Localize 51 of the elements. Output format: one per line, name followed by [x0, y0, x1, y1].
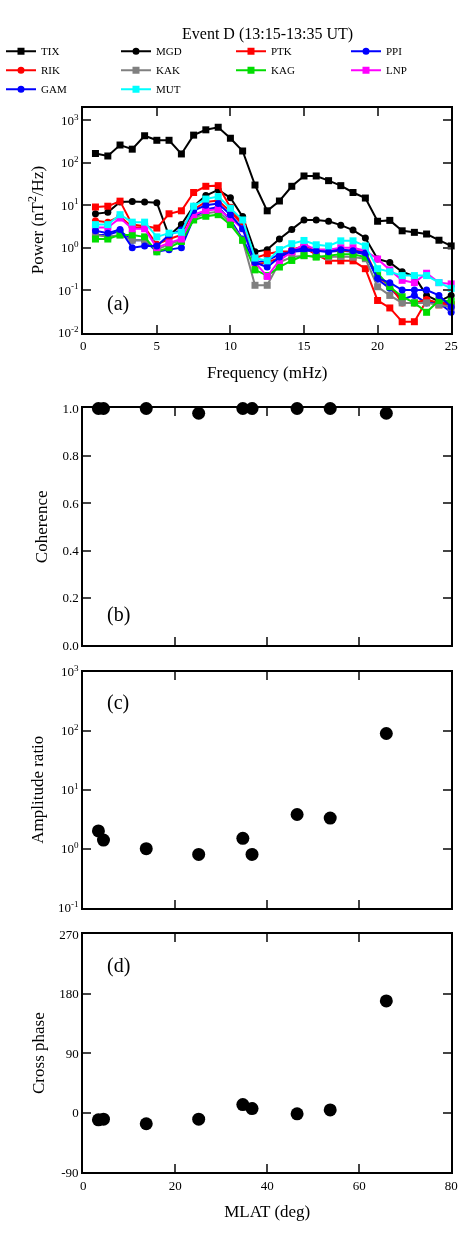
- y-tick-label: 10$^{0}$: [61, 238, 80, 256]
- annotation: (d): [107, 954, 131, 977]
- y-tick-label: 1.0: [62, 401, 79, 417]
- y-axis-title: Amplitude ratio: [28, 735, 48, 844]
- chart-title: Event D (13:15-13:35 UT): [182, 25, 354, 43]
- x-axis-title: Frequency (mHz): [207, 363, 328, 383]
- y-tick-label: 10$^{-1}$: [58, 898, 79, 916]
- legend-label: LNP: [386, 64, 407, 77]
- y-tick-label: 10$^{3}$: [61, 111, 80, 128]
- legend-label: MUT: [156, 83, 181, 96]
- x-tick-label: 25: [444, 338, 458, 354]
- legend-label: RIK: [41, 64, 60, 77]
- legend-label: GAM: [41, 83, 67, 96]
- x-tick-label: 20: [371, 338, 385, 354]
- legend-label: PTK: [271, 45, 292, 58]
- x-tick-label: 80: [444, 1177, 458, 1193]
- y-tick-label: 0.0: [62, 637, 79, 653]
- x-tick-label: 40: [260, 1177, 274, 1193]
- y-axis-title: Cross phase: [29, 1012, 49, 1094]
- y-tick-label: 180: [59, 986, 79, 1002]
- x-axis-title: MLAT (deg): [224, 1202, 311, 1222]
- y-axis-title: Coherence: [32, 490, 52, 564]
- annotation: (c): [107, 691, 130, 714]
- y-tick-label: 0: [72, 1105, 79, 1121]
- y-tick-label: 10$^{3}$: [61, 662, 80, 680]
- legend-label: TIX: [41, 45, 60, 58]
- y-tick-label: 10$^{2}$: [61, 721, 80, 739]
- y-tick-label: 10$^{2}$: [61, 153, 80, 171]
- y-tick-label: 10$^{-1}$: [58, 281, 79, 298]
- y-tick-label: -90: [61, 1164, 79, 1180]
- legend-label: KAK: [156, 64, 180, 77]
- x-tick-label: 5: [153, 338, 161, 354]
- y-tick-label: 0.6: [62, 495, 80, 511]
- x-tick-label: 10: [223, 338, 237, 354]
- y-tick-label: 0.4: [62, 543, 80, 559]
- annotation: (a): [107, 292, 130, 315]
- y-tick-label: 10$^{-2}$: [58, 323, 80, 341]
- annotation: (b): [107, 603, 131, 626]
- y-tick-label: 10$^{1}$: [61, 780, 79, 798]
- legend-label: PPI: [386, 45, 403, 58]
- y-tick-label: 10$^{1}$: [61, 196, 79, 213]
- legend-label: MGD: [156, 45, 182, 58]
- y-tick-label: 10$^{0}$: [61, 839, 80, 857]
- x-tick-label: 20: [168, 1177, 182, 1193]
- y-tick-label: 90: [65, 1045, 79, 1061]
- y-tick-label: 0.8: [62, 448, 79, 464]
- y-tick-label: 270: [59, 926, 79, 942]
- legend-label: KAG: [271, 64, 295, 77]
- x-tick-label: 60: [352, 1177, 366, 1193]
- y-tick-label: 0.2: [62, 590, 79, 606]
- x-tick-label: 15: [297, 338, 311, 354]
